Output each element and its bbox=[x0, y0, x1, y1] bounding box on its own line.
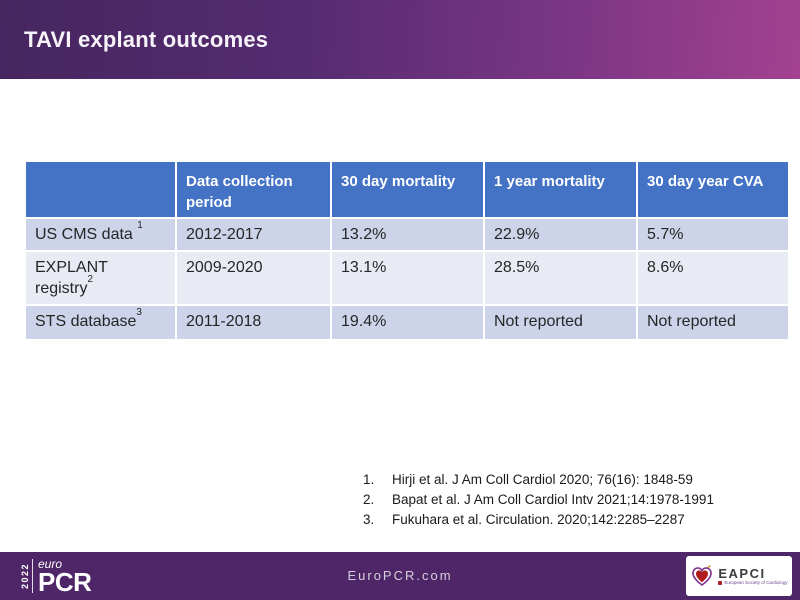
footer-bar: 2022 euro PCR EuroPCR.com EAPCI European… bbox=[0, 552, 800, 600]
cell-1year-mortality: Not reported bbox=[483, 304, 638, 341]
table-row: STS database3 2011-2018 19.4% Not report… bbox=[24, 304, 790, 341]
logo-pcr-text: PCR bbox=[38, 567, 92, 598]
cell-30day-cva: 8.6% bbox=[636, 250, 790, 306]
row-label: STS database3 bbox=[24, 304, 177, 341]
eapci-name: EAPCI bbox=[718, 565, 766, 581]
cell-30day-cva: Not reported bbox=[636, 304, 790, 341]
col-header-30day-cva: 30 day year CVA bbox=[636, 160, 790, 219]
euro-pcr-logo: 2022 euro PCR bbox=[18, 557, 92, 598]
reference-number: 2. bbox=[363, 492, 375, 507]
reference-number: 1. bbox=[363, 472, 375, 487]
list-item: 2. Bapat et al. J Am Coll Cardiol Intv 2… bbox=[363, 490, 714, 510]
logo-euro-text: euro bbox=[38, 557, 63, 572]
list-item: 3. Fukuhara et al. Circulation. 2020;142… bbox=[363, 510, 714, 530]
heart-icon bbox=[692, 564, 713, 586]
col-header-blank bbox=[24, 160, 177, 219]
references-list: 1. Hirji et al. J Am Coll Cardiol 2020; … bbox=[363, 470, 714, 530]
cell-30day-mortality: 19.4% bbox=[330, 304, 485, 341]
reference-text: Fukuhara et al. Circulation. 2020;142:22… bbox=[392, 512, 685, 527]
reference-text: Bapat et al. J Am Coll Cardiol Intv 2021… bbox=[392, 492, 714, 507]
website-url: EuroPCR.com bbox=[347, 568, 453, 583]
page-title: TAVI explant outcomes bbox=[24, 27, 269, 52]
list-item: 1. Hirji et al. J Am Coll Cardiol 2020; … bbox=[363, 470, 714, 490]
esc-icon bbox=[718, 581, 723, 586]
table-header-row: Data collection period 30 day mortality … bbox=[24, 160, 790, 219]
cell-period: 2012-2017 bbox=[175, 217, 332, 252]
cell-1year-mortality: 28.5% bbox=[483, 250, 638, 306]
cell-30day-mortality: 13.1% bbox=[330, 250, 485, 306]
reference-number: 3. bbox=[363, 512, 375, 527]
eapci-logo: EAPCI European Society of Cardiology bbox=[686, 556, 792, 596]
row-label: EXPLANT registry2 bbox=[24, 250, 177, 306]
cell-1year-mortality: 22.9% bbox=[483, 217, 638, 252]
cell-period: 2011-2018 bbox=[175, 304, 332, 341]
outcomes-table: Data collection period 30 day mortality … bbox=[24, 160, 790, 341]
col-header-30day-mortality: 30 day mortality bbox=[330, 160, 485, 219]
cell-30day-cva: 5.7% bbox=[636, 217, 790, 252]
table-row: EXPLANT registry2 2009-2020 13.1% 28.5% … bbox=[24, 250, 790, 306]
header-bar: TAVI explant outcomes bbox=[0, 0, 800, 79]
eapci-subtitle: European Society of Cardiology bbox=[724, 579, 788, 585]
cell-period: 2009-2020 bbox=[175, 250, 332, 306]
logo-divider bbox=[32, 559, 33, 593]
logo-year: 2022 bbox=[19, 562, 30, 590]
col-header-data-collection: Data collection period bbox=[175, 160, 332, 219]
row-label: US CMS data 1 bbox=[24, 217, 177, 252]
col-header-1year-mortality: 1 year mortality bbox=[483, 160, 638, 219]
reference-text: Hirji et al. J Am Coll Cardiol 2020; 76(… bbox=[392, 472, 693, 487]
table-row: US CMS data 1 2012-2017 13.2% 22.9% 5.7% bbox=[24, 217, 790, 252]
cell-30day-mortality: 13.2% bbox=[330, 217, 485, 252]
